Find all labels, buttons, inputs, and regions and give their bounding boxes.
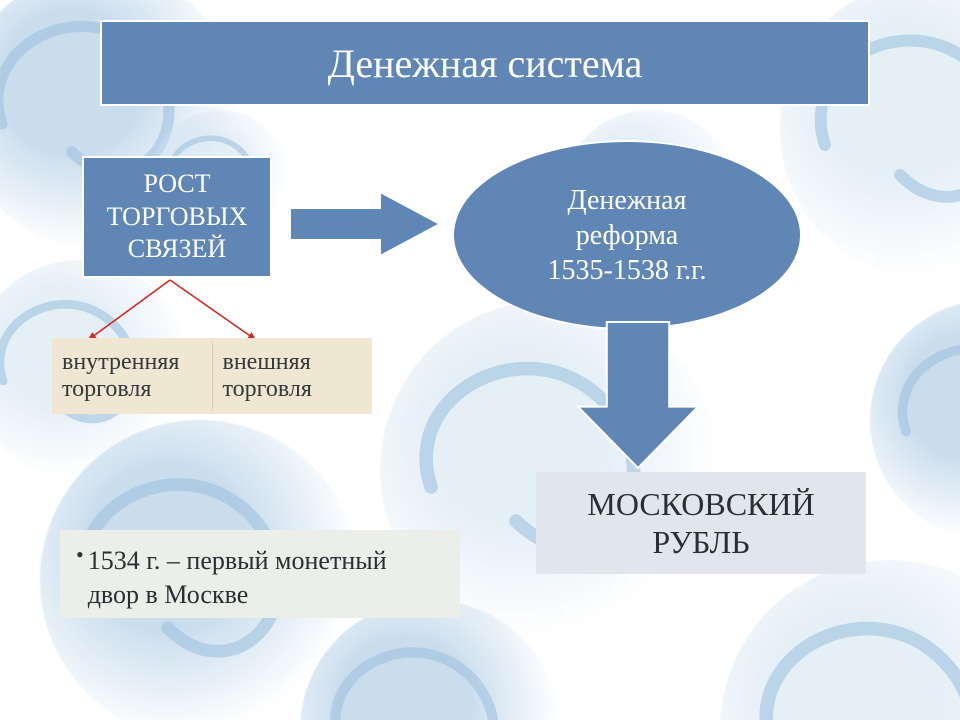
trade-internal-text: внутренняя торговля xyxy=(62,349,202,403)
note-box: • 1534 г. – первый монетный двор в Москв… xyxy=(60,530,460,618)
trade-types-row: внутренняя торговля внешняя торговля xyxy=(52,338,372,414)
slide: Денежная система РОСТ ТОРГОВЫХ СВЯЗЕЙ Де… xyxy=(0,0,960,720)
result-text: МОСКОВСКИЙ РУБЛЬ xyxy=(536,485,866,562)
arrow-down-icon xyxy=(578,322,698,468)
trade-internal-cell: внутренняя торговля xyxy=(52,343,212,409)
result-box: МОСКОВСКИЙ РУБЛЬ xyxy=(536,472,866,574)
bullet-icon: • xyxy=(76,544,84,566)
note-text: 1534 г. – первый монетный двор в Москве xyxy=(88,544,444,612)
trade-external-text: внешняя торговля xyxy=(223,349,363,403)
trade-external-cell: внешняя торговля xyxy=(212,343,373,409)
